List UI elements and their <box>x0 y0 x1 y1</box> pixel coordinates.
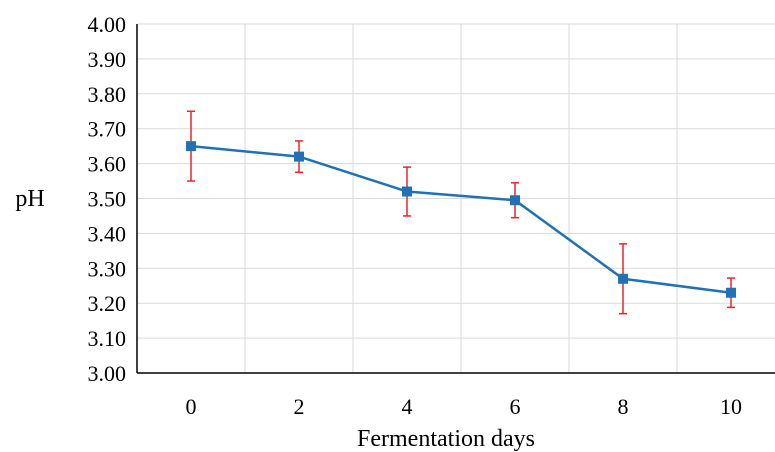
series-line-layer <box>190 144 732 294</box>
gridlines <box>137 23 775 373</box>
x-tick-label: 10 <box>720 394 742 419</box>
data-point <box>618 273 628 284</box>
y-tick-label: 4.00 <box>88 12 127 37</box>
data-point <box>402 186 412 197</box>
y-tick-label: 3.30 <box>88 256 127 281</box>
y-axis-tick-labels: 3.00 3.10 3.20 3.30 3.40 3.50 3.60 3.70 3.80 3.90… <box>88 12 127 386</box>
series-line <box>190 144 732 294</box>
data-point <box>726 287 736 298</box>
x-axis-tick-labels: 0 2 4 6 8 10 <box>186 394 743 419</box>
x-tick-label: 0 <box>186 394 197 419</box>
y-tick-label: 3.90 <box>88 47 127 72</box>
y-tick-label: 3.70 <box>88 117 127 142</box>
x-tick-label: 6 <box>510 394 521 419</box>
x-tick-label: 2 <box>294 394 305 419</box>
data-points <box>186 141 736 298</box>
y-tick-label: 3.10 <box>88 326 127 351</box>
data-point <box>294 151 304 162</box>
x-tick-label: 8 <box>618 394 629 419</box>
y-tick-label: 3.00 <box>88 361 127 386</box>
y-tick-label: 3.50 <box>88 187 127 212</box>
y-tick-label: 3.80 <box>88 82 127 107</box>
axes <box>136 24 775 374</box>
data-point <box>510 195 520 206</box>
x-axis-title: Fermentation days <box>357 426 535 452</box>
y-tick-label: 3.20 <box>88 291 127 316</box>
data-point <box>186 141 196 152</box>
y-tick-label: 3.40 <box>88 221 127 246</box>
y-tick-label: 3.60 <box>88 152 127 177</box>
y-axis-title: pH <box>15 186 44 212</box>
x-tick-label: 4 <box>402 394 413 419</box>
